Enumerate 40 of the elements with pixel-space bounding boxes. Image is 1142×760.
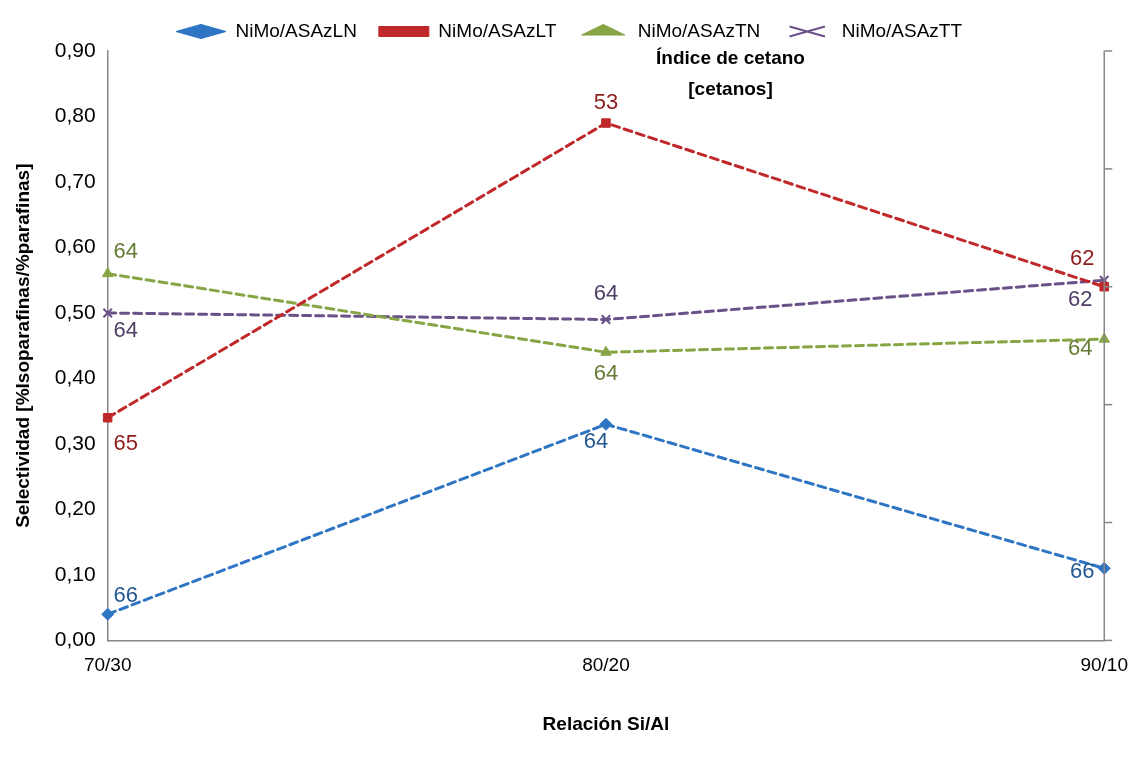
y-tick-label: 0,50	[54, 299, 96, 323]
point	[600, 314, 612, 325]
y2-axis-title: Índice de cetano [cetanos]	[656, 47, 805, 100]
annotation: 65	[113, 429, 138, 455]
x-axis-title: Relación Si/Al	[542, 712, 670, 734]
point	[102, 413, 113, 423]
x-tick-label: 80/20	[582, 654, 630, 676]
y-tick-label: 0,00	[54, 627, 96, 651]
y-tick-label: 0,40	[54, 365, 96, 389]
legend-label: NiMo/ASAzLN	[235, 19, 357, 41]
annotation: 64	[583, 428, 609, 454]
y-tick-label: 0,90	[54, 37, 96, 61]
y-tick-label: 0,30	[54, 430, 96, 454]
annotation: 53	[593, 89, 619, 115]
legend-label: NiMo/ASAzLT	[438, 19, 557, 41]
legend-label: NiMo/ASAzTT	[841, 19, 963, 41]
y-tick-label: 0,60	[54, 234, 96, 258]
annotation: 62	[1067, 286, 1093, 312]
annotation: 64	[593, 360, 619, 386]
y-tick-label: 0,10	[54, 561, 96, 585]
y-tick-label: 0,70	[54, 168, 96, 192]
point	[101, 267, 114, 278]
point	[102, 307, 113, 319]
annotation: 64	[593, 279, 619, 305]
x-tick-label: 90/10	[1080, 654, 1128, 676]
y-tick-label: 0,80	[54, 103, 96, 127]
annotation: 64	[1067, 335, 1093, 361]
point	[101, 607, 115, 621]
annotation: 66	[113, 582, 138, 608]
point	[599, 417, 613, 431]
annotation: 64	[113, 237, 138, 263]
y-axis-title: Selectividad [%Isoparafinas/%parafinas]	[11, 163, 33, 528]
point	[600, 345, 612, 356]
point	[601, 118, 611, 128]
x-tick-label: 70/30	[83, 654, 132, 676]
y-tick-label: 0,20	[54, 496, 96, 520]
annotation: 64	[113, 317, 138, 343]
annotation: 62	[1069, 244, 1095, 270]
legend-label: NiMo/ASAzTN	[637, 19, 761, 41]
annotation: 66	[1069, 558, 1095, 584]
